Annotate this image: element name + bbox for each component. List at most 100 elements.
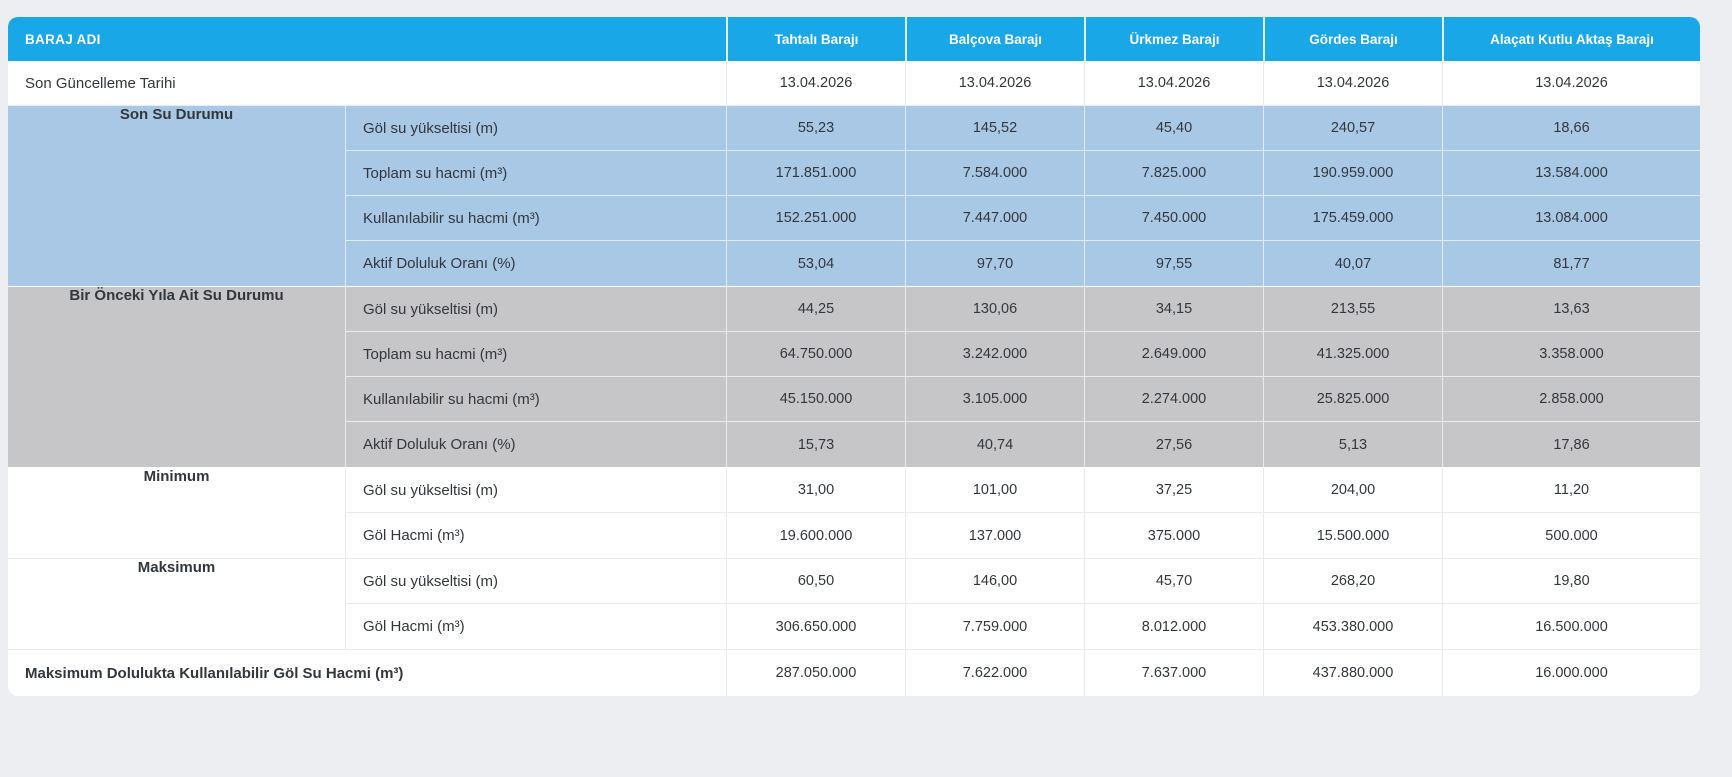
cell-value: 97,55 bbox=[1084, 241, 1263, 286]
header-col-urkmez: Ürkmez Barajı bbox=[1084, 17, 1263, 61]
cell-value: 3.105.000 bbox=[905, 377, 1084, 421]
cell-value: 204,00 bbox=[1263, 468, 1442, 512]
cell-value: 453.380.000 bbox=[1263, 604, 1442, 649]
table-row: Aktif Doluluk Oranı (%) 53,04 97,70 97,5… bbox=[345, 241, 1700, 286]
section-label: Minimum bbox=[143, 468, 210, 485]
table-row: Toplam su hacmi (m³) 64.750.000 3.242.00… bbox=[345, 332, 1700, 377]
row-label: Göl su yükseltisi (m) bbox=[345, 559, 726, 603]
row-label: Maksimum Dolulukta Kullanılabilir Göl Su… bbox=[25, 664, 404, 682]
dam-status-table: BARAJ ADI Tahtalı Barajı Balçova Barajı … bbox=[8, 17, 1700, 696]
row-label: Toplam su hacmi (m³) bbox=[345, 151, 726, 195]
cell-value: 13.04.2026 bbox=[1442, 61, 1700, 105]
row-label: Göl su yükseltisi (m) bbox=[345, 106, 726, 150]
cell-value: 240,57 bbox=[1263, 106, 1442, 150]
header-col-balcova: Balçova Barajı bbox=[905, 17, 1084, 61]
row-label: Göl Hacmi (m³) bbox=[345, 513, 726, 558]
cell-value: 27,56 bbox=[1084, 422, 1263, 467]
row-label: Kullanılabilir su hacmi (m³) bbox=[345, 196, 726, 240]
cell-value: 15.500.000 bbox=[1263, 513, 1442, 558]
cell-value: 41.325.000 bbox=[1263, 332, 1442, 376]
row-label: Kullanılabilir su hacmi (m³) bbox=[345, 377, 726, 421]
section-son-su-durumu: Son Su Durumu Göl su yükseltisi (m) 55,2… bbox=[8, 106, 1700, 287]
row-label: Son Güncelleme Tarihi bbox=[25, 74, 176, 92]
cell-value: 7.622.000 bbox=[905, 650, 1084, 696]
cell-value: 45,70 bbox=[1084, 559, 1263, 603]
section-label: Maksimum bbox=[137, 559, 216, 576]
update-date-row: Son Güncelleme Tarihi 13.04.2026 13.04.2… bbox=[8, 61, 1700, 106]
cell-value: 34,15 bbox=[1084, 287, 1263, 331]
cell-value: 213,55 bbox=[1263, 287, 1442, 331]
table-row: Göl su yükseltisi (m) 60,50 146,00 45,70… bbox=[345, 559, 1700, 604]
cell-value: 13.584.000 bbox=[1442, 151, 1700, 195]
cell-value: 101,00 bbox=[905, 468, 1084, 512]
cell-value: 45.150.000 bbox=[726, 377, 905, 421]
cell-value: 130,06 bbox=[905, 287, 1084, 331]
cell-value: 19,80 bbox=[1442, 559, 1700, 603]
cell-value: 268,20 bbox=[1263, 559, 1442, 603]
header-col-tahtali: Tahtalı Barajı bbox=[726, 17, 905, 61]
table-row: Kullanılabilir su hacmi (m³) 152.251.000… bbox=[345, 196, 1700, 241]
cell-value: 31,00 bbox=[726, 468, 905, 512]
row-label: Göl su yükseltisi (m) bbox=[345, 468, 726, 512]
section-maksimum: Maksimum Göl su yükseltisi (m) 60,50 146… bbox=[8, 559, 1700, 650]
table-row: Göl Hacmi (m³) 19.600.000 137.000 375.00… bbox=[345, 513, 1700, 558]
row-label: Aktif Doluluk Oranı (%) bbox=[345, 422, 726, 467]
cell-value: 13.084.000 bbox=[1442, 196, 1700, 240]
cell-value: 13.04.2026 bbox=[726, 61, 905, 105]
cell-value: 13.04.2026 bbox=[905, 61, 1084, 105]
table-row: Kullanılabilir su hacmi (m³) 45.150.000 … bbox=[345, 377, 1700, 422]
cell-value: 7.450.000 bbox=[1084, 196, 1263, 240]
cell-value: 146,00 bbox=[905, 559, 1084, 603]
cell-value: 55,23 bbox=[726, 106, 905, 150]
cell-value: 81,77 bbox=[1442, 241, 1700, 286]
cell-value: 500.000 bbox=[1442, 513, 1700, 558]
cell-value: 375.000 bbox=[1084, 513, 1263, 558]
cell-value: 45,40 bbox=[1084, 106, 1263, 150]
cell-value: 37,25 bbox=[1084, 468, 1263, 512]
section-minimum: Minimum Göl su yükseltisi (m) 31,00 101,… bbox=[8, 468, 1700, 559]
cell-value: 18,66 bbox=[1442, 106, 1700, 150]
cell-value: 2.274.000 bbox=[1084, 377, 1263, 421]
cell-value: 152.251.000 bbox=[726, 196, 905, 240]
cell-value: 7.825.000 bbox=[1084, 151, 1263, 195]
cell-value: 437.880.000 bbox=[1263, 650, 1442, 696]
cell-value: 8.012.000 bbox=[1084, 604, 1263, 649]
max-usable-volume-row: Maksimum Dolulukta Kullanılabilir Göl Su… bbox=[8, 650, 1700, 696]
table-row: Göl su yükseltisi (m) 44,25 130,06 34,15… bbox=[345, 287, 1700, 332]
header-baraj-adi: BARAJ ADI bbox=[25, 31, 101, 47]
cell-value: 40,74 bbox=[905, 422, 1084, 467]
cell-value: 25.825.000 bbox=[1263, 377, 1442, 421]
cell-value: 7.759.000 bbox=[905, 604, 1084, 649]
cell-value: 16.000.000 bbox=[1442, 650, 1700, 696]
cell-value: 190.959.000 bbox=[1263, 151, 1442, 195]
header-col-gordes: Gördes Barajı bbox=[1263, 17, 1442, 61]
row-label: Göl Hacmi (m³) bbox=[345, 604, 726, 649]
cell-value: 7.447.000 bbox=[905, 196, 1084, 240]
header-col-alacati: Alaçatı Kutlu Aktaş Barajı bbox=[1442, 17, 1700, 61]
cell-value: 17,86 bbox=[1442, 422, 1700, 467]
cell-value: 44,25 bbox=[726, 287, 905, 331]
row-label: Aktif Doluluk Oranı (%) bbox=[345, 241, 726, 286]
cell-value: 97,70 bbox=[905, 241, 1084, 286]
table-row: Toplam su hacmi (m³) 171.851.000 7.584.0… bbox=[345, 151, 1700, 196]
cell-value: 7.637.000 bbox=[1084, 650, 1263, 696]
cell-value: 13,63 bbox=[1442, 287, 1700, 331]
cell-value: 5,13 bbox=[1263, 422, 1442, 467]
cell-value: 16.500.000 bbox=[1442, 604, 1700, 649]
cell-value: 175.459.000 bbox=[1263, 196, 1442, 240]
cell-value: 287.050.000 bbox=[726, 650, 905, 696]
cell-value: 3.242.000 bbox=[905, 332, 1084, 376]
cell-value: 3.358.000 bbox=[1442, 332, 1700, 376]
cell-value: 40,07 bbox=[1263, 241, 1442, 286]
cell-value: 15,73 bbox=[726, 422, 905, 467]
row-label: Göl su yükseltisi (m) bbox=[345, 287, 726, 331]
cell-value: 137.000 bbox=[905, 513, 1084, 558]
table-row: Göl Hacmi (m³) 306.650.000 7.759.000 8.0… bbox=[345, 604, 1700, 649]
row-label: Toplam su hacmi (m³) bbox=[345, 332, 726, 376]
cell-value: 53,04 bbox=[726, 241, 905, 286]
section-onceki-yil: Bir Önceki Yıla Ait Su Durumu Göl su yük… bbox=[8, 287, 1700, 468]
cell-value: 2.649.000 bbox=[1084, 332, 1263, 376]
cell-value: 19.600.000 bbox=[726, 513, 905, 558]
section-label: Bir Önceki Yıla Ait Su Durumu bbox=[69, 287, 284, 304]
table-row: Aktif Doluluk Oranı (%) 15,73 40,74 27,5… bbox=[345, 422, 1700, 467]
